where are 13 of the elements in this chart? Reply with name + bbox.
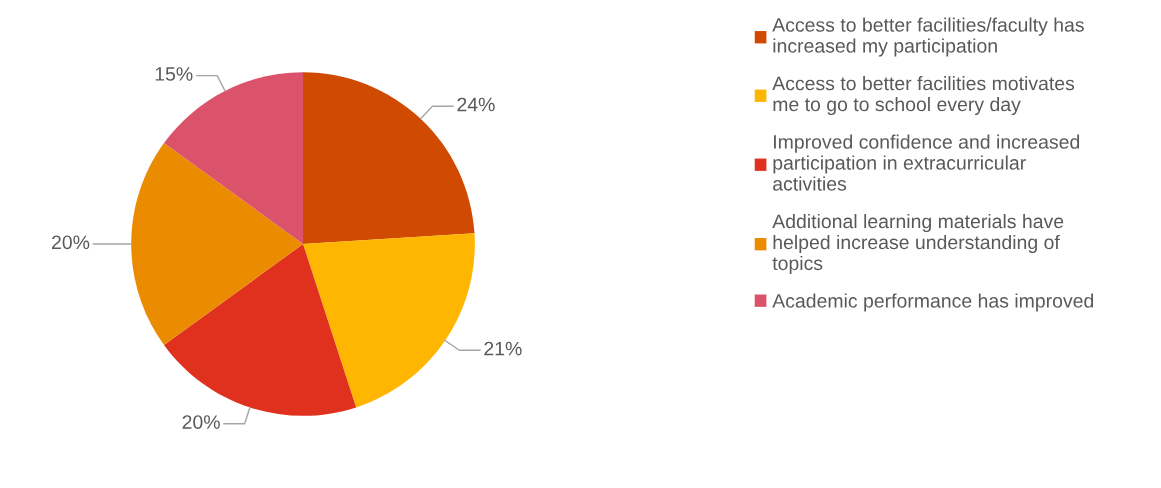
data-label: 15%	[155, 67, 193, 81]
pie-slice	[164, 244, 357, 416]
data-label: 24%	[457, 97, 495, 112]
pie-slice	[131, 143, 304, 345]
data-label: 20%	[182, 415, 220, 429]
legend-label: Additional learning materials have helped increase understanding of topics	[772, 213, 1064, 274]
legend-label: Academic performance has improved	[772, 293, 1094, 312]
pie-slice	[303, 233, 475, 408]
data-label: 20%	[52, 235, 90, 250]
data-label: 21%	[484, 341, 522, 356]
legend-label: Access to better facilities/faculty has increased my participation	[772, 17, 1084, 57]
legend-label: Access to better facilities motivates me to go to school every day	[772, 76, 1075, 116]
legend-label: Improved confidence and increased participation in extracurricular activities	[773, 134, 1080, 191]
